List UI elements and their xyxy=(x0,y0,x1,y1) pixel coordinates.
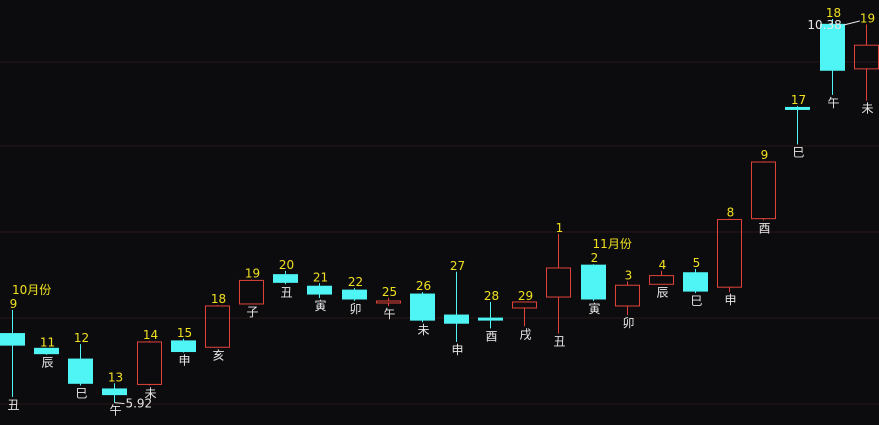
low-price-label: 5.92 xyxy=(125,397,152,411)
candles-layer xyxy=(0,19,879,403)
branch-label: 寅 xyxy=(588,301,600,316)
branch-label: 丑 xyxy=(553,335,565,349)
branch-label: 午 xyxy=(109,404,121,418)
candle-body-down xyxy=(68,358,93,384)
candle-body-up xyxy=(546,267,571,298)
branch-label: 亥 xyxy=(212,348,224,362)
gridlines xyxy=(0,61,879,405)
low-annotation-pointer xyxy=(114,402,125,405)
candle-body-down xyxy=(410,293,435,321)
candle-body-down xyxy=(478,317,503,321)
day-label: 11 xyxy=(40,335,55,349)
day-label: 22 xyxy=(348,275,363,289)
branch-label: 午 xyxy=(383,307,395,321)
day-label: 5 xyxy=(693,256,701,270)
branch-label: 巳 xyxy=(75,387,87,401)
day-label: 20 xyxy=(279,258,294,272)
branch-label: 申 xyxy=(178,354,190,368)
candle-body-down xyxy=(34,347,59,355)
branch-label: 卯 xyxy=(349,302,361,316)
day-label: 12 xyxy=(74,331,89,345)
branch-label: 丑 xyxy=(7,398,19,412)
candle-body-up xyxy=(751,161,776,220)
branch-label: 辰 xyxy=(41,356,53,370)
month-label: 10月份 xyxy=(12,283,51,297)
branch-label: 申 xyxy=(724,293,736,307)
day-label: 18 xyxy=(826,6,841,20)
day-label: 1 xyxy=(556,221,564,235)
candle-body-up xyxy=(649,275,674,285)
day-label: 19 xyxy=(860,11,875,25)
candle-body-down xyxy=(683,272,708,292)
candle-body-up xyxy=(376,300,401,304)
candle-body-up xyxy=(239,279,264,305)
candle-body-up xyxy=(512,301,537,309)
candle-body-down xyxy=(273,274,298,283)
day-label: 28 xyxy=(484,289,499,303)
high-annotation-pointer xyxy=(843,20,860,26)
candle-body-up xyxy=(137,341,162,385)
day-label: 18 xyxy=(211,292,226,306)
branch-label: 巳 xyxy=(792,145,804,159)
day-label: 25 xyxy=(382,285,397,299)
day-label: 4 xyxy=(659,258,667,272)
candle-body-up xyxy=(205,305,230,348)
day-label: 27 xyxy=(450,259,465,273)
candle-body-down xyxy=(307,285,332,295)
branch-label: 未 xyxy=(861,102,873,116)
candle-body-down xyxy=(581,264,606,300)
branch-label: 卯 xyxy=(622,316,634,330)
candle-body-up xyxy=(615,284,640,307)
day-label: 9 xyxy=(761,148,769,162)
candle-body-down xyxy=(342,289,367,300)
day-label: 13 xyxy=(108,370,123,384)
day-label: 14 xyxy=(143,328,158,342)
day-label: 19 xyxy=(245,266,260,280)
high-price-label: 10.38 xyxy=(807,18,841,32)
candle-body-down xyxy=(0,333,25,346)
branch-label: 巳 xyxy=(690,294,702,308)
candle-body-down xyxy=(102,388,127,396)
branch-label: 寅 xyxy=(314,298,326,313)
branch-label: 戌 xyxy=(519,327,531,341)
day-label: 8 xyxy=(727,206,735,220)
day-label: 9 xyxy=(10,297,18,311)
month-label: 11月份 xyxy=(593,237,632,251)
day-label: 15 xyxy=(177,326,192,340)
branch-label: 未 xyxy=(417,323,429,337)
day-label: 21 xyxy=(313,270,328,284)
day-label: 2 xyxy=(591,251,599,265)
labels-layer: 9丑11辰12巳13午14未15申18亥19子20丑21寅22卯25午26未27… xyxy=(7,6,875,418)
branch-label: 辰 xyxy=(656,285,668,299)
candle-body-down xyxy=(444,314,469,324)
branch-label: 未 xyxy=(144,387,156,401)
day-label: 17 xyxy=(791,93,806,107)
branch-label: 酉 xyxy=(758,221,770,235)
candle-body-down xyxy=(171,340,196,353)
branch-label: 酉 xyxy=(485,329,497,343)
day-label: 3 xyxy=(625,268,633,282)
candle-body-down xyxy=(785,106,810,110)
day-label: 29 xyxy=(518,289,533,303)
candle-body-down xyxy=(820,23,845,71)
branch-label: 午 xyxy=(827,96,839,110)
branch-label: 子 xyxy=(246,305,258,319)
branch-label: 丑 xyxy=(280,285,292,299)
day-label: 26 xyxy=(416,279,431,293)
candle-body-up xyxy=(717,219,742,288)
branch-label: 申 xyxy=(451,343,463,357)
